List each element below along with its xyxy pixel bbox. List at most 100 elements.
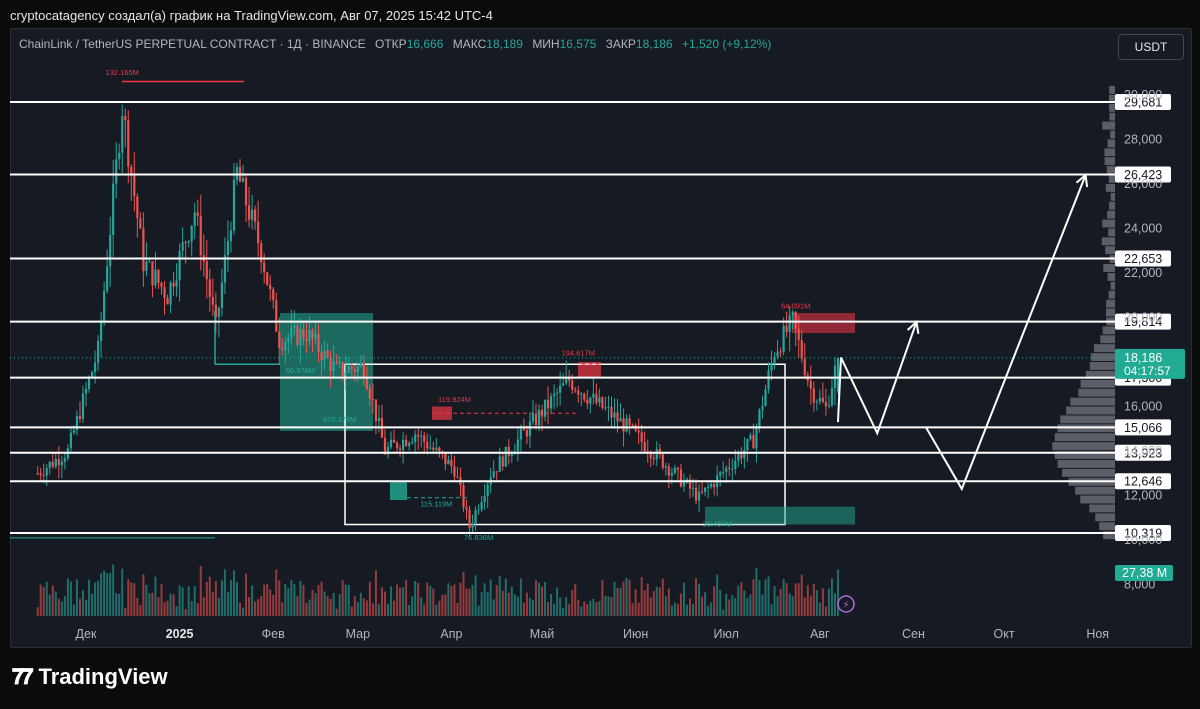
candle-body [281,348,284,350]
candle-body [435,447,438,450]
candle-body [531,413,535,422]
volume-bar [39,584,42,616]
volume-bar [426,582,429,616]
volume-bar [239,602,242,616]
volume-bar [417,582,420,616]
candle-body [395,442,399,449]
candle-body [72,430,76,433]
volume-bar [592,598,595,616]
y-axis-tick-label: 16,000 [1124,400,1162,414]
candle-body [719,472,722,476]
volume-bar [269,589,272,616]
volume-bar [109,572,112,616]
candle-body [622,418,625,432]
candle-body [51,461,54,467]
volume-bar [100,573,103,616]
candle-body [815,401,818,403]
volume-bar [136,598,139,616]
currency-button[interactable]: USDT [1118,34,1184,60]
candle-body [785,325,788,333]
candle-body [284,341,287,350]
volume-bar [610,597,613,616]
volume-bar [815,590,818,616]
volume-bar [365,600,368,616]
candle-body [293,325,296,328]
candle-body [628,418,631,425]
candle-body [169,282,172,305]
volume-bar [676,603,679,616]
candle-body [383,437,387,455]
candle-body [353,369,356,373]
x-axis-tick-label: Май [530,627,555,641]
volume-bar [833,593,836,616]
volume-bar [743,590,746,616]
candle-body [679,469,683,487]
profile-bar [1108,175,1115,183]
candle-body [414,434,417,442]
volume-bar [57,598,60,616]
candle-body [420,435,423,437]
candle-body [589,397,592,404]
candle-body [734,460,737,469]
candle-body [507,446,510,457]
volume-bar [480,592,483,616]
volume-bar [45,581,48,616]
volume-bar [749,594,752,616]
volume-bar [758,579,761,616]
volume-bar [607,596,610,616]
candle-body [347,366,350,373]
volume-bar [580,606,583,616]
candle-body [453,466,456,477]
volume-bar [393,600,396,616]
candle-body [498,456,501,472]
candle-body [797,329,800,341]
candle-body [157,269,160,283]
candle-body [311,330,314,339]
volume-bar [453,584,456,616]
volume-bar [601,580,604,616]
y-axis-tick-label: 22,000 [1124,266,1162,280]
volume-bar [390,586,393,616]
level-price-box [1115,444,1171,461]
candle-body [770,362,773,371]
levels-layer: 29,68126,42322,65319,81417,30015,06613,9… [10,94,1171,541]
candle-body [450,459,453,467]
candle-body [504,446,507,467]
candle-body [580,393,583,395]
volume-bar [574,584,577,616]
volume-bar [689,598,691,616]
volume-bar [72,604,75,616]
volume-bar [127,579,130,616]
candle-body [731,468,734,470]
candle-body [782,325,785,353]
profile-bar [1054,433,1115,442]
candle-body [562,383,565,386]
volume-bar [290,580,293,616]
candle-body [417,434,420,437]
tradingview-logo[interactable]: 𝟕𝟕 TradingView [12,664,168,690]
volume-bar [836,569,839,616]
candle-body [755,427,758,449]
candle-body [613,412,616,418]
candle-body [827,405,831,407]
volume-bar [347,585,350,616]
candle-body [139,218,142,229]
candle-body [45,468,48,476]
volume-bar [646,583,649,616]
chart-attribution: cryptocatagency создал(а) график на Trad… [10,8,493,23]
level-price-label: 19,814 [1124,315,1162,329]
volume-bar [471,585,474,616]
volume-bar [54,591,57,616]
volume-annotation: 115.119M [420,500,452,509]
candle-body [534,413,538,426]
volume-bar [752,579,755,616]
volume-bar [163,602,166,616]
volume-bar [314,593,317,616]
candle-body [577,390,580,395]
level-price-box [1115,473,1171,490]
candle-body [462,485,465,508]
candle-body [247,205,251,220]
volume-bar [764,579,767,616]
profile-bar [1057,459,1115,468]
volume-bar [380,587,383,616]
